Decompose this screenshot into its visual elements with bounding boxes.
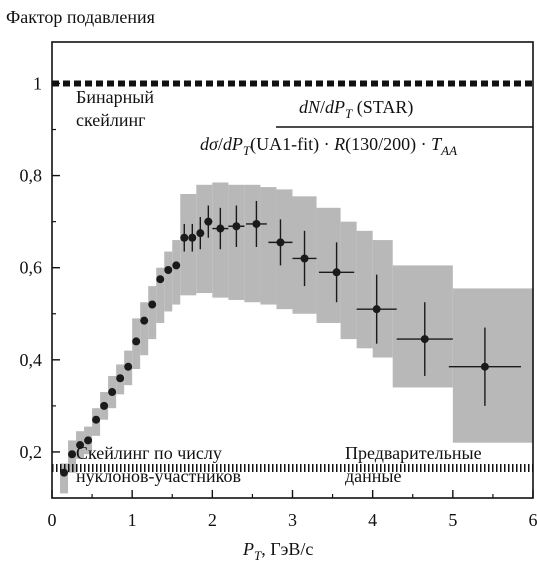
x-tick-label: 0 <box>48 510 57 530</box>
data-point <box>68 450 76 458</box>
data-point <box>216 225 224 233</box>
y-axis-ticks: 0,2 0,4 0,6 0,8 1 <box>20 73 61 461</box>
y-tick-label: 1 <box>33 73 42 93</box>
band-segment <box>172 240 180 304</box>
data-point <box>148 301 156 309</box>
band-segment <box>140 302 148 355</box>
preliminary-label-2: данные <box>345 466 402 486</box>
star-rest: (STAR) <box>352 97 413 118</box>
data-point <box>204 218 212 226</box>
data-point <box>196 229 204 237</box>
data-point <box>164 266 172 274</box>
data-point <box>124 363 132 371</box>
y-tick-label: 0,2 <box>20 442 43 462</box>
data-point <box>100 402 108 410</box>
data-point <box>132 337 140 345</box>
band-segment <box>341 222 357 339</box>
x-axis-title: PT, ГэВ/с <box>242 539 313 563</box>
data-point <box>276 238 284 246</box>
y-axis-title: Фактор подавления <box>6 7 155 27</box>
data-point <box>333 268 341 276</box>
star-dn: dN <box>299 97 321 117</box>
data-point <box>156 275 164 283</box>
data-point <box>252 220 260 228</box>
data-point <box>232 222 240 230</box>
band-segment <box>373 240 393 357</box>
x-tick-label: 3 <box>288 510 297 530</box>
ua1-sub-aa: AA <box>440 143 457 158</box>
star-dp: dP <box>325 97 345 117</box>
data-points <box>60 201 521 477</box>
ua1-r: R <box>333 134 345 154</box>
x-tick-label: 6 <box>529 510 537 530</box>
data-point <box>140 317 148 325</box>
band-segment <box>357 231 373 348</box>
band-segment <box>148 286 156 339</box>
band-segment <box>164 252 172 312</box>
band-segment <box>244 185 260 302</box>
data-point <box>116 374 124 382</box>
y-tick-label: 0,6 <box>20 258 43 278</box>
x-axis-ticks: 0 1 2 3 4 5 6 <box>48 490 537 530</box>
y-tick-label: 0,4 <box>20 350 43 370</box>
data-point <box>481 363 489 371</box>
data-point <box>301 254 309 262</box>
data-point <box>180 234 188 242</box>
band-segment <box>196 185 212 293</box>
ua1-ratio: (130/200) · <box>345 134 431 155</box>
data-point <box>60 469 68 477</box>
data-point <box>92 416 100 424</box>
band-segment <box>276 189 292 309</box>
data-point <box>108 388 116 396</box>
band-segment <box>180 194 196 295</box>
data-point <box>421 335 429 343</box>
ua1-dp: dP <box>223 134 243 154</box>
data-point <box>373 305 381 313</box>
band-segment <box>393 265 453 387</box>
band-segment <box>260 187 276 304</box>
x-tick-label: 2 <box>208 510 217 530</box>
star-label: dN/dPT (STAR) <box>299 97 413 121</box>
x-axis-title-p: P <box>242 539 254 559</box>
x-tick-label: 1 <box>128 510 137 530</box>
data-point <box>172 261 180 269</box>
x-axis-title-unit: , ГэВ/с <box>261 539 313 559</box>
data-point <box>188 234 196 242</box>
participant-scaling-label-2: нуклонов-участников <box>76 466 241 486</box>
preliminary-label-1: Предварительные <box>345 443 482 463</box>
x-tick-label: 5 <box>448 510 457 530</box>
binary-scaling-label-1: Бинарный <box>76 87 154 107</box>
participant-scaling-label-1: Скейлинг по числу <box>76 443 222 463</box>
ua1-mid: (UA1-fit) · <box>250 134 334 155</box>
band-segment <box>453 288 533 442</box>
x-tick-label: 4 <box>368 510 377 530</box>
ua1-dsigma: dσ <box>200 134 219 154</box>
y-tick-label: 0,8 <box>20 166 43 186</box>
binary-scaling-label-2: скейлинг <box>76 110 146 130</box>
ua1-label: dσ/dPT(UA1-fit) · R(130/200) · TAA <box>200 134 457 158</box>
